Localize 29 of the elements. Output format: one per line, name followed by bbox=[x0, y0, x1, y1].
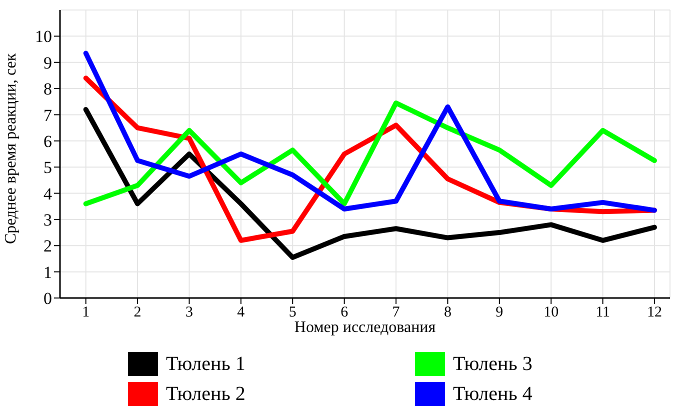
x-tick-label: 10 bbox=[544, 304, 559, 321]
y-tick-label: 5 bbox=[44, 158, 52, 178]
x-axis-title: Номер исследования bbox=[294, 319, 436, 336]
y-tick-label: 1 bbox=[44, 262, 52, 282]
legend-label: Тюлень 2 bbox=[166, 382, 246, 406]
x-tick-label: 12 bbox=[646, 304, 662, 321]
x-tick-label: 6 bbox=[340, 304, 349, 321]
legend-label: Тюлень 1 bbox=[166, 352, 246, 376]
y-tick-label: 2 bbox=[44, 236, 52, 256]
x-tick-label: 3 bbox=[185, 304, 193, 321]
x-tick-label: 1 bbox=[82, 304, 90, 321]
legend-label: Тюлень 4 bbox=[453, 382, 532, 406]
y-tick-label: 8 bbox=[44, 80, 52, 99]
x-tick-label: 5 bbox=[288, 304, 296, 321]
y-tick-label: 10 bbox=[35, 27, 52, 46]
y-tick-label: 9 bbox=[44, 53, 52, 72]
x-tick-label: 9 bbox=[496, 304, 504, 321]
y-tick-label: 0 bbox=[44, 289, 52, 308]
y-tick-label: 3 bbox=[44, 210, 52, 230]
x-tick-label: 2 bbox=[134, 304, 142, 321]
y-tick-label: 6 bbox=[44, 132, 52, 151]
y-tick-label: 7 bbox=[44, 106, 52, 125]
y-tick-label: 4 bbox=[44, 184, 52, 204]
x-tick-label: 11 bbox=[596, 304, 610, 321]
legend-label: Тюлень 3 bbox=[453, 352, 532, 376]
x-tick-label: 8 bbox=[444, 304, 452, 321]
y-axis-title: Среднее время реакции, сек bbox=[2, 53, 20, 244]
x-tick-label: 7 bbox=[392, 304, 400, 321]
x-tick-label: 4 bbox=[237, 304, 246, 321]
